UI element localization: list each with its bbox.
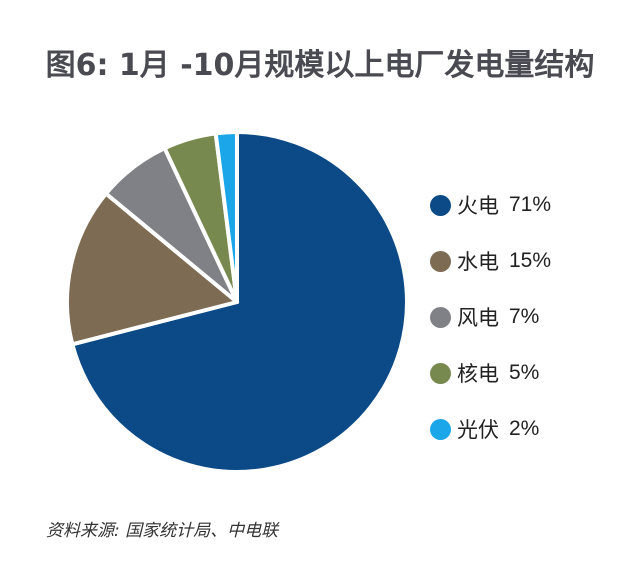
legend-item-thermal: 火电 71% bbox=[430, 177, 551, 233]
slice-solar bbox=[213, 130, 239, 304]
legend-item-hydro: 水电 15% bbox=[430, 233, 551, 289]
legend: 火电 71% 水电 15% 风电 7% 核电 5% 光伏 2% bbox=[430, 177, 551, 457]
legend-dot-icon bbox=[430, 306, 451, 328]
legend-label: 风电 bbox=[457, 306, 499, 330]
legend-dot-icon bbox=[430, 418, 451, 440]
legend-dot-icon bbox=[430, 194, 451, 216]
legend-value: 15% bbox=[509, 249, 552, 272]
legend-label: 核电 bbox=[457, 362, 499, 386]
source-note: 资料来源: 国家统计局、中电联 bbox=[46, 521, 279, 541]
legend-item-wind: 风电 7% bbox=[430, 289, 551, 345]
slice-thermal bbox=[70, 130, 409, 474]
legend-value: 7% bbox=[509, 305, 540, 328]
chart-title: 图6: 1月 -10月规模以上电厂发电量结构 bbox=[45, 48, 595, 83]
legend-item-solar: 光伏 2% bbox=[430, 401, 551, 457]
legend-dot-icon bbox=[430, 362, 451, 384]
legend-label: 光伏 bbox=[457, 418, 499, 442]
legend-label: 水电 bbox=[457, 250, 499, 274]
slice-hydro bbox=[64, 191, 239, 347]
legend-dot-icon bbox=[430, 250, 451, 272]
legend-value: 2% bbox=[509, 417, 540, 440]
legend-value: 5% bbox=[509, 361, 540, 384]
legend-label: 火电 bbox=[457, 194, 499, 218]
legend-value: 71% bbox=[509, 193, 552, 216]
legend-item-nuclear: 核电 5% bbox=[430, 345, 551, 401]
